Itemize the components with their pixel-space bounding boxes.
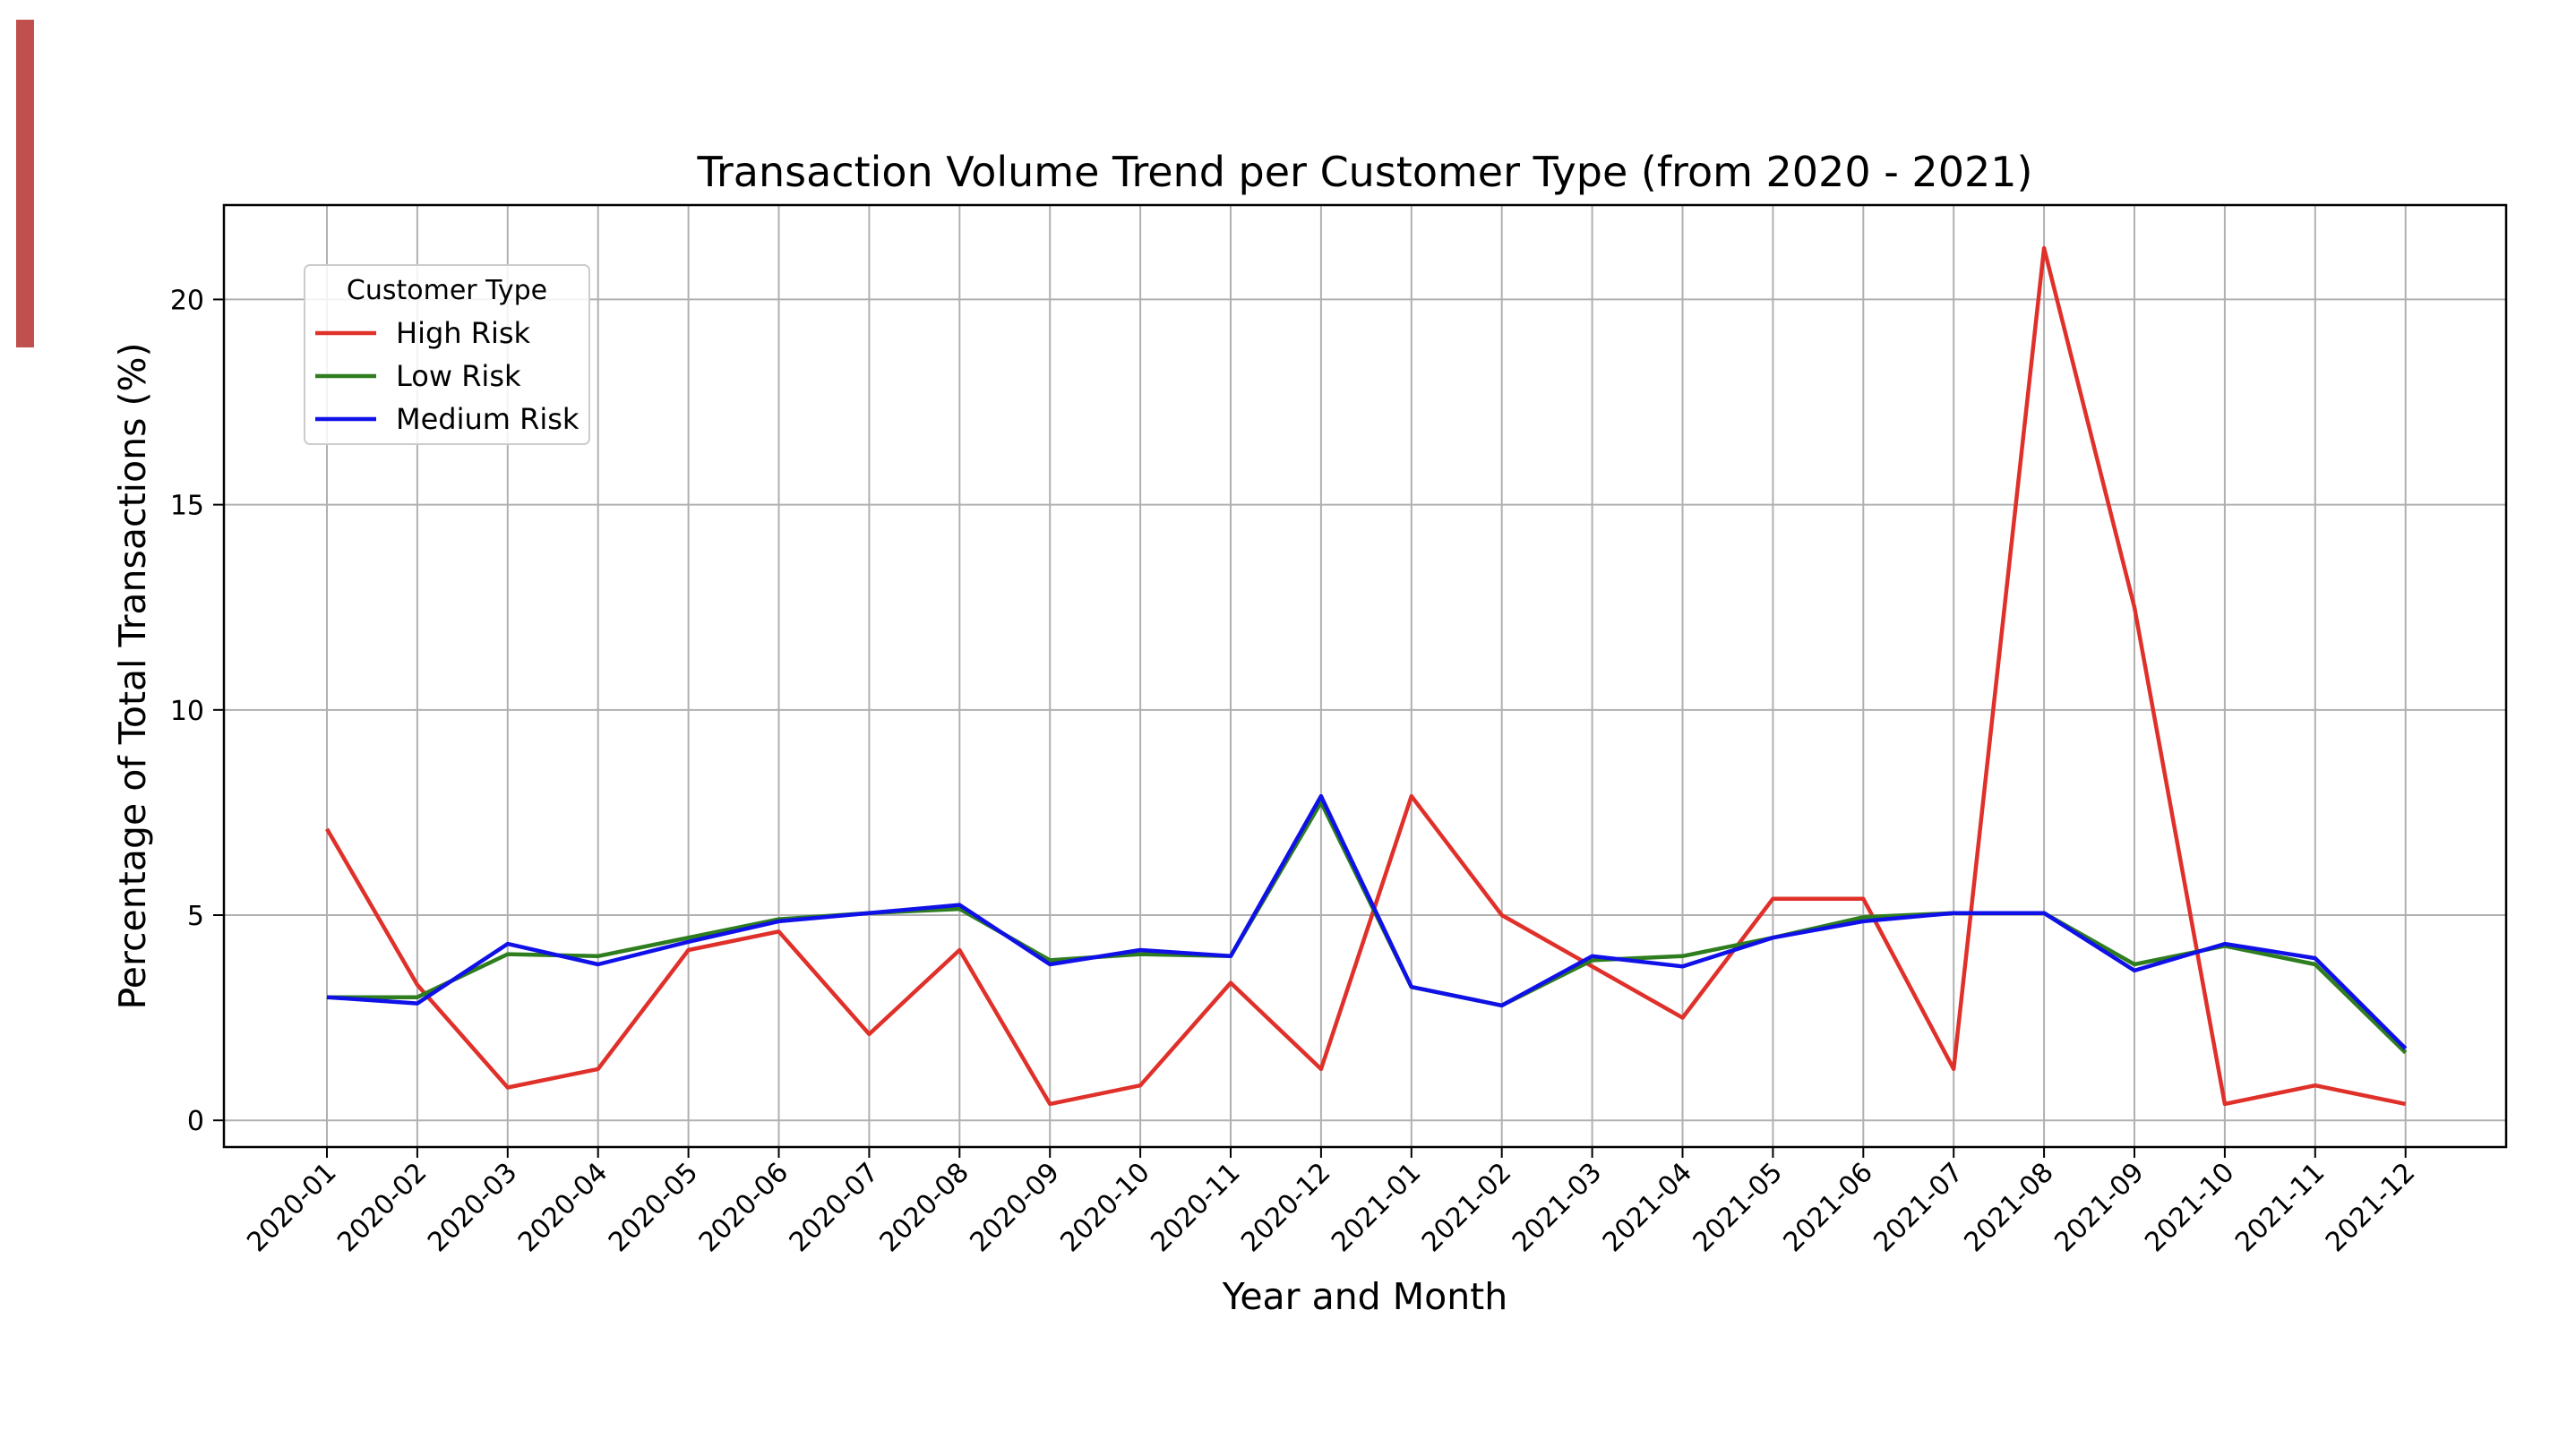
legend-entry-label: Low Risk — [396, 359, 521, 393]
y-axis-label: Percentage of Total Transactions (%) — [111, 343, 154, 1010]
x-tick-label: 2020-11 — [1145, 1157, 1246, 1258]
x-tick-label: 2021-07 — [1868, 1157, 1969, 1258]
x-tick-label: 2020-04 — [512, 1157, 614, 1258]
y-tick-label: 5 — [187, 901, 204, 932]
x-tick-label: 2021-05 — [1687, 1157, 1789, 1258]
legend-entry-label: High Risk — [396, 316, 531, 350]
series-line-medium-risk — [326, 793, 2408, 1050]
x-tick-label: 2021-03 — [1507, 1157, 1608, 1258]
x-tick-label: 2020-12 — [1235, 1157, 1336, 1258]
x-tick-label: 2021-11 — [2229, 1157, 2331, 1258]
x-tick-label: 2021-04 — [1597, 1157, 1698, 1258]
x-tick-label: 2021-10 — [2139, 1157, 2240, 1258]
x-tick-label: 2021-09 — [2048, 1157, 2150, 1258]
plot-frame — [222, 203, 2508, 1149]
x-tick-label: 2020-10 — [1054, 1157, 1155, 1258]
series-lines — [325, 245, 2408, 1107]
legend: Customer Type High Risk Low Risk Medium Ri… — [304, 264, 590, 445]
x-tick-label: 2020-01 — [241, 1157, 342, 1258]
x-tick-label: 2021-02 — [1416, 1157, 1517, 1258]
y-tick-label: 0 — [187, 1106, 204, 1137]
legend-title: Customer Type — [347, 275, 547, 306]
x-tick-label: 2020-03 — [422, 1157, 523, 1258]
series-line-high-risk — [325, 245, 2407, 1107]
y-tick-label: 20 — [170, 285, 204, 316]
x-tick-label: 2020-06 — [693, 1157, 794, 1258]
grid-lines — [224, 205, 2506, 1147]
x-tick-label: 2021-12 — [2320, 1157, 2421, 1258]
x-tick-label: 2020-07 — [784, 1157, 885, 1258]
x-tick-label: 2020-08 — [874, 1157, 975, 1258]
x-tick-label: 2020-05 — [603, 1157, 704, 1258]
x-tick-label: 2021-01 — [1326, 1157, 1427, 1258]
x-tick-label: 2021-06 — [1778, 1157, 1879, 1258]
chart-title: Transaction Volume Trend per Customer Ty… — [697, 148, 2033, 196]
legend-entry-label: Medium Risk — [396, 402, 580, 436]
y-tick-label: 15 — [170, 491, 204, 522]
x-tick-label: 2021-08 — [1958, 1157, 2059, 1258]
x-tick-label: 2020-02 — [331, 1157, 433, 1258]
legend-box — [304, 264, 590, 445]
x-tick-label: 2020-09 — [964, 1157, 1065, 1258]
accent-bar — [16, 20, 34, 347]
y-tick-label: 10 — [170, 696, 204, 727]
x-axis-label: Year and Month — [1222, 1275, 1508, 1318]
